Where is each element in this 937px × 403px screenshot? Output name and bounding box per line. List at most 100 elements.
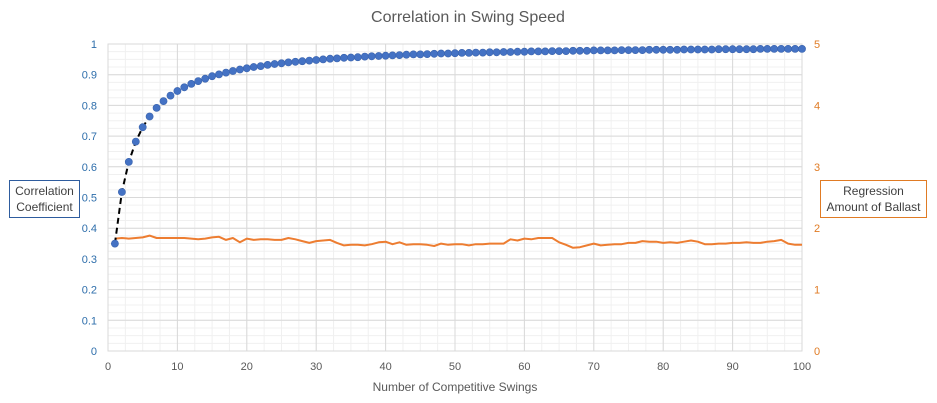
correlation-point <box>589 46 598 55</box>
correlation-point <box>756 45 765 53</box>
correlation-series <box>111 45 806 248</box>
correlation-point <box>728 45 737 54</box>
correlation-point <box>298 57 307 66</box>
x-tick-label: 60 <box>518 361 530 373</box>
correlation-point <box>694 45 702 54</box>
correlation-point <box>735 45 744 54</box>
correlation-point <box>680 45 688 54</box>
correlation-point <box>305 56 314 65</box>
correlation-point <box>235 65 244 74</box>
correlation-point <box>291 57 300 66</box>
correlation-point <box>548 47 557 55</box>
correlation-point <box>714 45 723 54</box>
correlation-point <box>312 56 321 64</box>
y-tick-label: 0.3 <box>82 254 97 266</box>
correlation-point <box>222 68 230 77</box>
correlation-point <box>187 80 196 88</box>
correlation-point <box>166 91 175 100</box>
correlation-point <box>416 50 425 59</box>
correlation-point <box>652 45 661 54</box>
x-tick-label: 10 <box>171 361 183 373</box>
correlation-point <box>180 83 189 92</box>
plot-border <box>107 43 803 352</box>
y-tick-label: 0.5 <box>82 193 97 205</box>
correlation-point <box>402 50 411 59</box>
correlation-point <box>534 47 543 56</box>
y-axis-ticks: 0 0.1 0.2 0.3 0.4 0.5 0.6 0.7 0.8 0.9 1 <box>82 39 97 358</box>
correlation-point <box>284 58 293 67</box>
correlation-point <box>464 49 473 57</box>
correlation-point <box>430 49 439 58</box>
correlation-point <box>659 45 668 54</box>
correlation-point <box>666 45 674 54</box>
correlation-point <box>513 47 522 56</box>
correlation-point <box>319 55 327 64</box>
correlation-point <box>506 48 515 56</box>
correlation-point <box>242 64 251 73</box>
correlation-point <box>138 123 147 132</box>
x-tick-label: 80 <box>657 361 669 373</box>
ballast-line <box>114 234 802 249</box>
correlation-point <box>111 239 119 248</box>
correlation-point <box>118 188 126 196</box>
x-tick-label: 100 <box>793 361 811 373</box>
correlation-point <box>492 48 501 57</box>
correlation-point <box>700 45 709 54</box>
correlation-point <box>471 48 480 57</box>
correlation-point <box>124 157 133 166</box>
x-tick-label: 70 <box>588 361 600 373</box>
correlation-point <box>451 49 459 58</box>
y-tick-label: 0.9 <box>82 70 97 82</box>
correlation-point <box>277 59 286 68</box>
fit-series <box>113 115 151 244</box>
correlation-point <box>707 45 716 54</box>
correlation-point <box>228 67 237 75</box>
correlation-point <box>485 48 494 57</box>
correlation-point <box>367 52 376 61</box>
y2-tick-label: 4 <box>814 100 820 112</box>
correlation-point <box>340 53 348 62</box>
correlation-point <box>541 47 550 56</box>
correlation-point <box>145 112 154 121</box>
correlation-point <box>444 49 452 58</box>
correlation-point <box>360 52 369 61</box>
correlation-point <box>374 52 383 60</box>
fit-line <box>113 115 151 244</box>
correlation-point <box>527 47 536 56</box>
y2-tick-label: 1 <box>814 285 820 297</box>
correlation-point <box>631 46 640 54</box>
correlation-point <box>645 45 654 54</box>
correlation-point <box>388 51 397 60</box>
y2-axis-ticks: 0 1 2 3 4 5 <box>814 39 820 358</box>
ballast-series <box>114 234 802 249</box>
y2-tick-label: 2 <box>814 223 820 235</box>
correlation-point <box>159 97 168 105</box>
y-tick-label: 0.7 <box>82 131 97 143</box>
correlation-point <box>784 45 792 53</box>
correlation-point <box>742 45 751 54</box>
grid <box>107 43 803 352</box>
correlation-point <box>201 74 210 83</box>
correlation-point <box>610 46 619 55</box>
correlation-point <box>583 46 591 55</box>
correlation-point <box>603 46 612 55</box>
x-tick-label: 40 <box>379 361 391 373</box>
x-tick-label: 30 <box>310 361 322 373</box>
correlation-point <box>333 54 341 63</box>
correlation-point <box>499 48 508 56</box>
correlation-point <box>353 53 362 62</box>
correlation-point <box>721 45 730 54</box>
correlation-point <box>346 53 355 62</box>
y-tick-label: 0.4 <box>82 223 97 235</box>
correlation-point <box>555 47 563 55</box>
correlation-point <box>569 46 577 55</box>
correlation-point <box>437 49 445 58</box>
chart-title: Correlation in Swing Speed <box>371 9 565 26</box>
correlation-point <box>395 51 404 59</box>
correlation-point <box>326 54 334 63</box>
correlation-point <box>249 63 258 71</box>
x-axis-label: Number of Competitive Swings <box>373 380 538 394</box>
correlation-point <box>673 45 681 54</box>
correlation-point <box>770 45 779 53</box>
correlation-point <box>638 46 647 54</box>
